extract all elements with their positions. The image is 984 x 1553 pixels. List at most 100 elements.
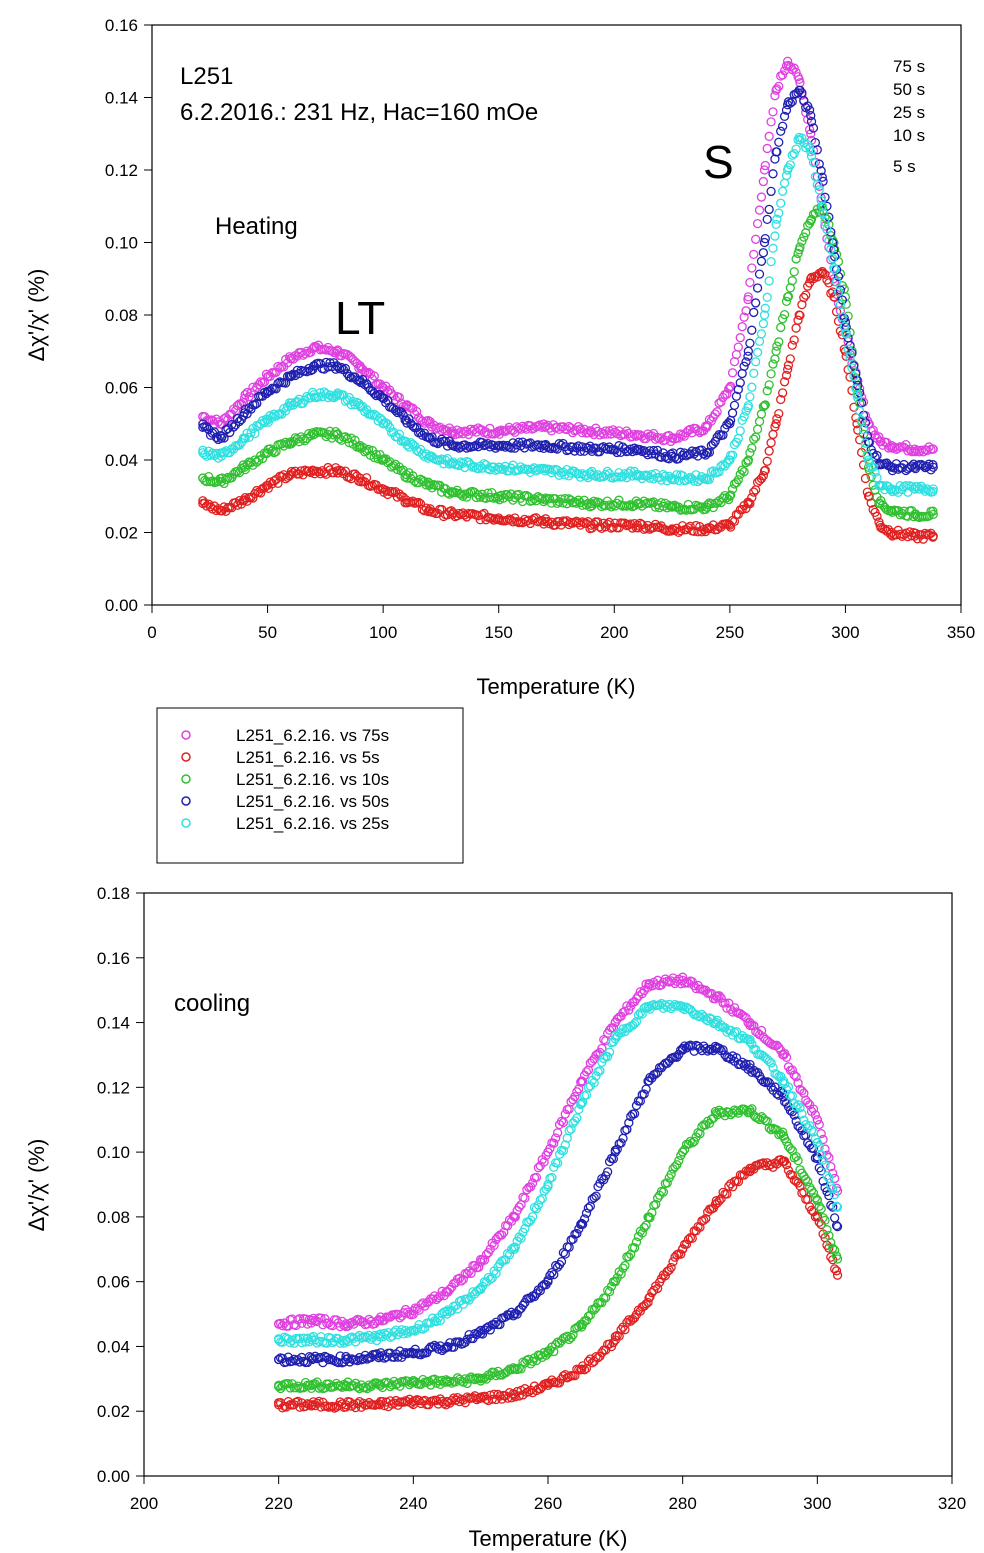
data-point — [316, 1313, 326, 1323]
data-point — [782, 56, 793, 66]
data-point — [322, 1352, 332, 1363]
data-point — [776, 1086, 786, 1097]
data-point — [872, 511, 882, 521]
data-point — [829, 1245, 840, 1255]
data-point — [674, 1156, 684, 1166]
data-point — [649, 1200, 659, 1211]
data-point — [874, 517, 884, 527]
data-point — [716, 497, 726, 508]
data-point — [683, 978, 694, 988]
y-tick-label: 0.04 — [97, 1337, 130, 1356]
data-point — [741, 1033, 751, 1043]
data-point — [745, 338, 755, 348]
data-point — [924, 486, 934, 496]
data-point — [240, 464, 250, 475]
data-point — [579, 1365, 590, 1375]
data-point — [583, 428, 593, 438]
data-point — [558, 1146, 569, 1156]
data-point — [831, 1220, 842, 1231]
data-point — [812, 1211, 822, 1221]
data-point — [739, 467, 749, 477]
data-point — [789, 1070, 799, 1080]
data-point — [845, 352, 855, 362]
data-point — [831, 1266, 842, 1276]
data-point — [860, 473, 871, 484]
data-point — [785, 98, 795, 108]
data-point — [621, 473, 632, 483]
data-point — [787, 276, 797, 286]
data-point — [660, 471, 670, 481]
data-point — [768, 169, 778, 179]
data-point — [758, 470, 769, 481]
data-point — [816, 166, 826, 176]
data-point — [510, 1242, 520, 1252]
data-point — [758, 319, 769, 329]
data-point — [826, 1181, 836, 1191]
data-point — [737, 465, 747, 475]
data-point — [833, 287, 844, 297]
data-point — [637, 1228, 647, 1238]
data-point — [749, 249, 759, 260]
x-tick-label: 150 — [485, 623, 513, 642]
data-point — [583, 1203, 594, 1213]
data-point — [741, 1059, 751, 1069]
data-point — [693, 426, 703, 436]
data-point — [277, 1403, 288, 1413]
data-point — [286, 398, 297, 408]
y-tick-label: 0.14 — [97, 1014, 130, 1033]
data-point — [350, 469, 360, 479]
data-point — [664, 1265, 674, 1275]
x-axis-label: Temperature (K) — [477, 674, 636, 699]
data-point — [616, 1324, 626, 1335]
data-point — [828, 253, 838, 264]
y-tick-label: 0.10 — [105, 234, 138, 253]
data-point — [531, 1172, 542, 1183]
data-point — [733, 342, 743, 352]
data-point — [747, 1104, 757, 1114]
data-point — [801, 1174, 811, 1184]
data-point — [745, 1035, 755, 1045]
data-point — [817, 201, 827, 211]
data-point — [751, 357, 761, 367]
data-point — [783, 1082, 794, 1092]
x-axis-ticks: 200 220 240 260 280 300 320 — [130, 1476, 966, 1513]
data-point — [608, 1154, 619, 1164]
data-point — [566, 1124, 576, 1134]
data-point — [589, 1193, 599, 1203]
data-point — [928, 509, 938, 520]
data-point — [781, 170, 792, 181]
data-point — [543, 1181, 553, 1192]
data-point — [670, 434, 680, 444]
data-point — [602, 1167, 613, 1177]
data-point — [814, 159, 824, 169]
data-point — [672, 470, 682, 480]
data-point — [820, 212, 830, 223]
data-point — [812, 180, 822, 190]
data-point — [429, 480, 439, 490]
data-point — [793, 248, 803, 259]
data-point — [248, 493, 258, 503]
data-point — [782, 364, 793, 375]
data-point — [835, 299, 846, 310]
data-point — [808, 123, 819, 133]
data-point — [741, 1013, 751, 1023]
data-point — [415, 427, 426, 438]
data-point — [832, 1221, 843, 1232]
data-point — [612, 447, 622, 458]
data-point — [219, 447, 229, 457]
data-point — [487, 1394, 497, 1405]
x-tick-label: 350 — [947, 623, 975, 642]
data-point — [275, 363, 285, 373]
data-point — [710, 409, 720, 419]
data-point — [635, 1096, 645, 1106]
data-point — [579, 1214, 590, 1224]
legend-label: L251_6.2.16. vs 10s — [236, 770, 389, 789]
data-point — [413, 497, 424, 508]
data-point — [758, 401, 769, 412]
data-point — [344, 371, 354, 382]
data-point — [271, 446, 281, 457]
legend-box — [156, 707, 464, 864]
data-point — [514, 1391, 524, 1401]
sample-label: L251 — [180, 63, 233, 90]
series-4 — [274, 998, 843, 1348]
